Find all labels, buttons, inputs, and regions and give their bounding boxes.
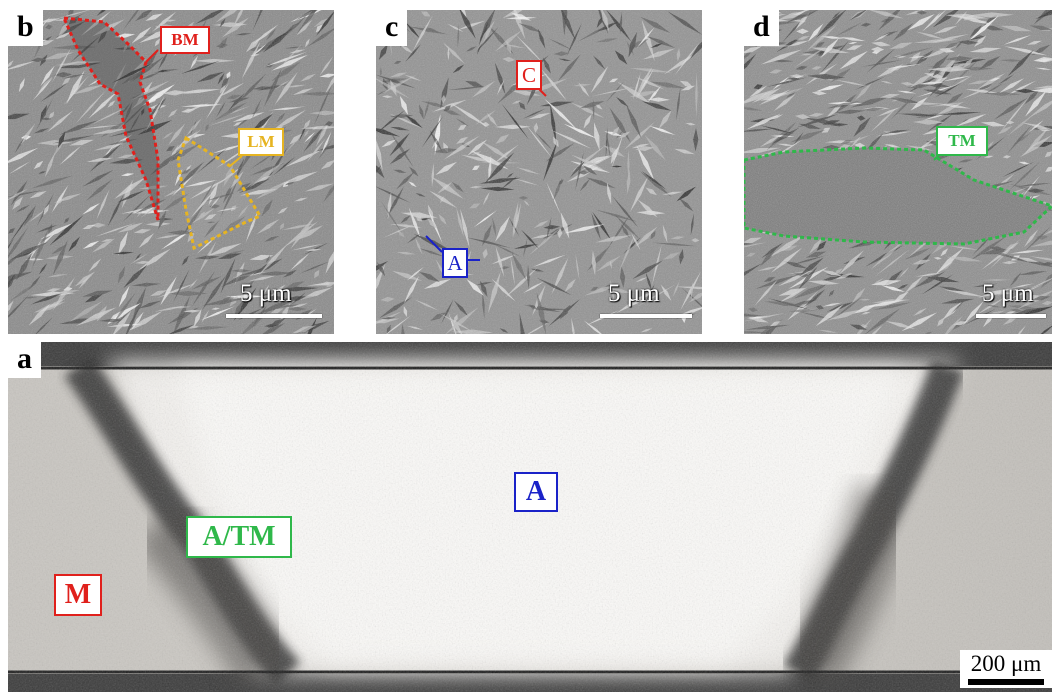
atm-label: A/TM <box>186 516 292 558</box>
scale-line-d <box>976 314 1046 318</box>
micrograph-a <box>8 342 1052 692</box>
scale-label-b: 5 μm <box>240 280 292 307</box>
a-label-main: A <box>514 472 558 512</box>
scale-label-d: 5 μm <box>982 280 1034 307</box>
panel-a: a A A/TM M <box>8 342 1052 692</box>
c-label: C <box>516 60 542 90</box>
panel-letter-b: b <box>8 10 43 46</box>
panel-d: d TM 5 μm <box>744 10 1052 334</box>
panel-c: c C A 5 μm <box>376 10 702 334</box>
panel-letter-c: c <box>376 10 408 46</box>
micrograph-b <box>8 10 334 334</box>
tm-region-outline <box>744 146 1052 246</box>
lm-label: LM <box>238 128 284 156</box>
bm-region-outline <box>61 16 160 221</box>
scale-label-c: 5 μm <box>608 280 660 307</box>
bm-label: BM <box>160 26 210 54</box>
panel-b: b BM LM 5 μm <box>8 10 334 334</box>
scale-label-a: 200 μm <box>970 651 1042 676</box>
scale-bar-d: 5 μm <box>976 280 1046 324</box>
scale-line-b <box>226 314 322 318</box>
panel-letter-a: a <box>8 342 41 378</box>
scale-bar-a: 200 μm <box>960 650 1052 688</box>
lm-region-outline <box>176 135 263 251</box>
scale-bar-c: 5 μm <box>600 280 692 324</box>
panel-letter-d: d <box>744 10 779 46</box>
a-label-c: A <box>442 248 468 278</box>
scale-bar-b: 5 μm <box>226 280 322 324</box>
m-label: M <box>54 574 102 616</box>
tm-label: TM <box>936 126 988 156</box>
scale-line-a <box>968 679 1044 685</box>
micrograph-d <box>744 10 1052 334</box>
scale-line-c <box>600 314 692 318</box>
